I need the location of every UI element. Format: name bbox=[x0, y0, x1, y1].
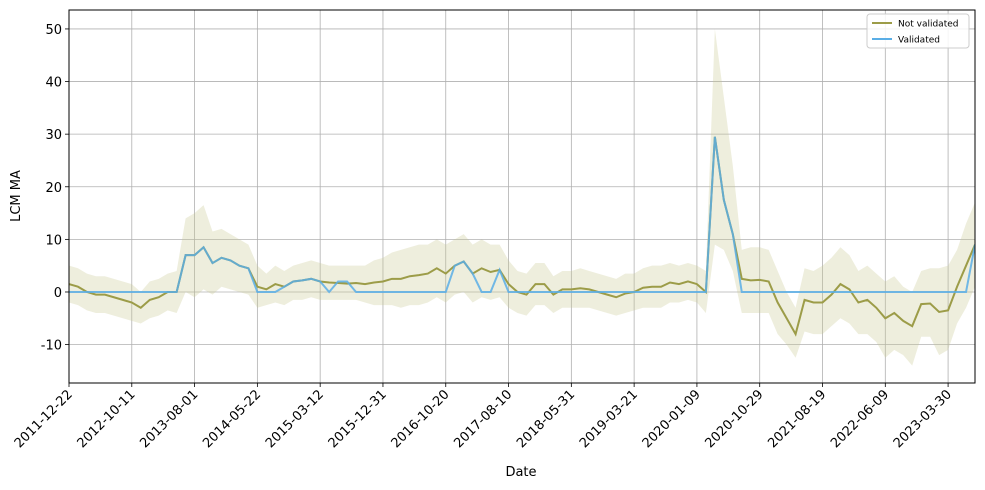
x-tick-label: 2020-10-29 bbox=[703, 387, 767, 451]
x-tick-label: 2018-05-31 bbox=[514, 387, 578, 451]
y-tick-label: 10 bbox=[45, 233, 62, 248]
legend-label: Not validated bbox=[898, 20, 958, 30]
y-axis-label: LCM MA bbox=[9, 170, 24, 222]
plot-frame bbox=[68, 9, 976, 384]
y-tick-label: 30 bbox=[45, 128, 62, 143]
series-line bbox=[69, 136, 975, 294]
x-tick-label: 2015-03-12 bbox=[263, 387, 327, 451]
x-axis-label: Date bbox=[505, 465, 536, 480]
legend-box bbox=[866, 13, 970, 49]
x-tick-label: 2019-03-21 bbox=[577, 387, 641, 451]
x-tick-label: 2011-12-22 bbox=[12, 387, 76, 451]
x-tick-label: 2021-08-19 bbox=[765, 387, 829, 451]
x-tick-label: 2022-06-09 bbox=[828, 387, 892, 451]
y-tick-label: 0 bbox=[54, 286, 62, 301]
y-tick-label: 40 bbox=[45, 76, 62, 91]
x-tick-label: 2023-03-30 bbox=[891, 387, 955, 451]
y-tick-label: -10 bbox=[41, 339, 62, 354]
y-tick-label: 20 bbox=[45, 181, 62, 196]
x-tick-label: 2013-08-01 bbox=[137, 387, 201, 451]
x-tick-label: 2015-12-31 bbox=[326, 387, 390, 451]
x-tick-label: 2020-01-09 bbox=[640, 387, 704, 451]
x-tick-label: 2012-10-11 bbox=[75, 387, 139, 451]
x-tick-label: 2016-10-20 bbox=[389, 387, 453, 451]
x-tick-label: 2017-08-10 bbox=[451, 387, 515, 451]
confidence-band bbox=[69, 28, 975, 366]
legend-label: Validated bbox=[898, 36, 940, 46]
x-tick-label: 2014-05-22 bbox=[200, 387, 264, 451]
y-tick-label: 50 bbox=[45, 23, 62, 38]
